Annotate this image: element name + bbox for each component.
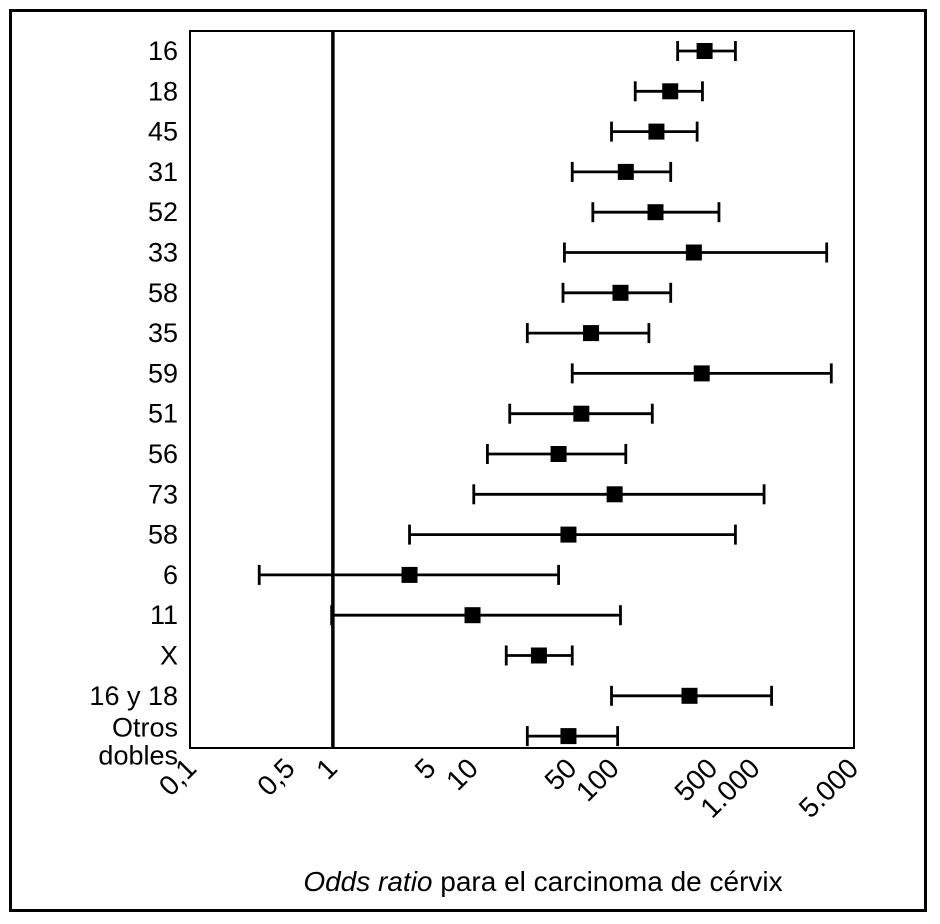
odds-ratio-marker	[693, 365, 710, 382]
row-3	[570, 161, 673, 182]
row-label: 33	[148, 238, 178, 268]
row-label: 58	[148, 520, 178, 550]
row-5	[563, 242, 829, 263]
row-10	[486, 444, 628, 464]
row-6	[561, 282, 673, 303]
odds-ratio-marker	[401, 566, 418, 583]
plot-area	[189, 30, 855, 749]
row-label: 58	[148, 278, 178, 308]
row-label: 73	[148, 479, 178, 509]
row-9	[508, 403, 654, 424]
row-label: 35	[148, 318, 178, 348]
x-axis-title-italic: Odds ratio	[303, 866, 433, 897]
odds-ratio-marker	[648, 123, 665, 140]
odds-ratio-marker	[464, 607, 481, 624]
row-12	[408, 524, 737, 545]
odds-ratio-marker	[696, 43, 713, 59]
odds-ratio-marker	[617, 163, 634, 180]
row-2	[610, 121, 699, 142]
odds-ratio-marker	[606, 486, 623, 503]
x-tick-label: 5.000	[793, 752, 864, 823]
x-tick-label: 100	[570, 752, 625, 807]
x-tick-label: 5	[409, 752, 442, 785]
row-label: 45	[148, 117, 178, 147]
x-axis-title: Odds ratio para el carcinoma de cérvix	[0, 866, 940, 898]
row-13	[257, 564, 560, 585]
row-15	[504, 645, 574, 666]
row-0	[676, 41, 737, 61]
row-label: 56	[148, 439, 178, 469]
x-axis-title-rest: para el carcinoma de cérvix	[432, 866, 783, 897]
figure-frame	[9, 9, 927, 912]
row-label: 18	[148, 76, 178, 106]
row-17	[525, 726, 620, 747]
odds-ratio-marker	[573, 405, 590, 422]
odds-ratio-marker	[647, 204, 664, 221]
row-label: 16 y 18	[89, 681, 178, 711]
odds-ratio-marker	[560, 728, 577, 745]
row-label: 16	[148, 36, 178, 66]
odds-ratio-marker	[530, 647, 547, 664]
odds-ratio-marker	[550, 446, 567, 462]
odds-ratio-marker	[612, 284, 629, 301]
row-label: 52	[148, 197, 178, 227]
row-11	[472, 484, 766, 505]
x-tick-label: 10	[440, 752, 484, 796]
row-label: X	[160, 641, 178, 671]
row-16	[610, 685, 773, 706]
row-1	[633, 81, 704, 102]
row-8	[570, 363, 833, 384]
row-7	[525, 323, 651, 344]
row-label: dobles	[98, 741, 178, 771]
odds-ratio-marker	[681, 687, 698, 704]
row-14	[330, 605, 622, 626]
row-label: 11	[150, 600, 178, 630]
row-label: 6	[163, 560, 178, 590]
odds-ratio-marker	[662, 83, 679, 100]
x-tick-label: 1	[310, 752, 343, 785]
x-tick-label: 0,5	[251, 752, 300, 801]
odds-ratio-marker	[560, 526, 577, 543]
row-label: 51	[148, 399, 178, 429]
row-4	[591, 202, 721, 223]
row-label: 59	[148, 358, 178, 388]
odds-ratio-marker	[685, 244, 702, 261]
row-label: 31	[148, 157, 178, 187]
row-label: Otros	[112, 713, 178, 743]
odds-ratio-marker	[583, 325, 600, 342]
